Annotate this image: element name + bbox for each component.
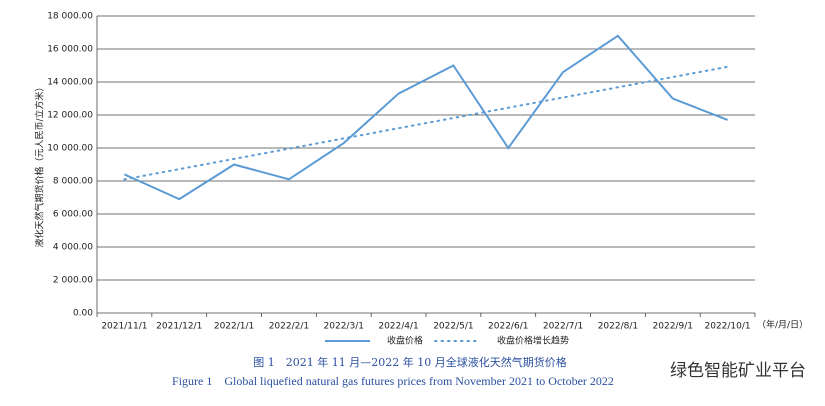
series-line	[124, 34, 728, 201]
x-tick-label: 2022/7/1	[543, 322, 583, 332]
y-tick-label: 4 000.00	[53, 243, 93, 253]
x-tick-label: 2022/2/1	[269, 322, 309, 332]
caption-cn: 图 1 2021 年 11 月—2022 年 10 月全球液化天然气期货价格	[253, 355, 566, 369]
y-tick-label: 6 000.00	[53, 210, 93, 220]
x-axis-unit: （年/月/日）	[757, 319, 808, 331]
y-tick-label: 12 000.00	[47, 111, 93, 121]
y-tick-label: 18 000.00	[47, 12, 93, 22]
series-line	[123, 65, 729, 181]
x-tick-label: 2021/12/1	[156, 322, 202, 332]
watermark: 绿色智能矿业平台	[670, 361, 806, 381]
y-tick-label: 0.00	[73, 309, 93, 319]
x-tick-label: 2022/4/1	[378, 322, 418, 332]
y-tick-label: 8 000.00	[53, 177, 93, 187]
x-tick-label: 2022/10/1	[705, 322, 751, 332]
y-tick-label: 14 000.00	[47, 78, 93, 88]
x-tick-label: 2022/3/1	[324, 322, 364, 332]
x-tick-label: 2022/6/1	[488, 322, 528, 332]
x-tick-label: 2021/11/1	[101, 322, 147, 332]
x-tick-label: 2022/9/1	[653, 322, 693, 332]
y-tick-label: 10 000.00	[47, 144, 93, 154]
x-tick-label: 2022/1/1	[214, 322, 254, 332]
legend-label: 收盘价格	[387, 335, 423, 347]
y-tick-label: 16 000.00	[47, 45, 93, 55]
legend-label: 收盘价格增长趋势	[497, 335, 569, 347]
y-tick-label: 2 000.00	[53, 276, 93, 286]
x-tick-label: 2022/5/1	[433, 322, 473, 332]
y-axis-label: 液化天然气期货价格（元人民币/立方米）	[34, 82, 46, 247]
x-tick-label: 2022/8/1	[598, 322, 638, 332]
caption-en: Figure 1 Global liquefied natural gas fu…	[172, 374, 614, 388]
